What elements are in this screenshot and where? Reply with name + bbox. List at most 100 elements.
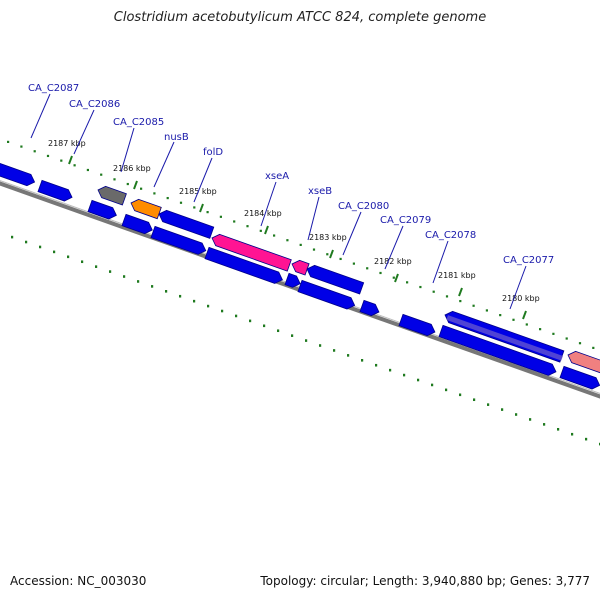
gene-feature	[398, 313, 436, 337]
ring-dot	[137, 280, 140, 283]
ring-dot	[193, 206, 196, 209]
tick-label: 2182 kbp	[374, 257, 412, 266]
ring-dot	[235, 314, 238, 318]
gene-label: CA_C2078	[425, 230, 476, 241]
ring-dot	[179, 294, 182, 298]
gene-label-leader	[384, 225, 404, 270]
gene-feature	[438, 324, 557, 376]
ring-dot	[445, 388, 448, 392]
ring-dot	[219, 215, 222, 218]
ring-dot	[46, 154, 50, 158]
gene-label: CA_C2087	[28, 83, 79, 94]
ring-dot	[113, 178, 116, 181]
ring-dot	[389, 368, 392, 372]
ring-dot	[140, 187, 143, 190]
gene-label-leader	[432, 240, 449, 284]
ring-dot	[472, 304, 475, 307]
gene-label: xseB	[308, 186, 332, 197]
ring-dot	[286, 239, 289, 242]
ring-dot	[193, 299, 196, 303]
map-title: Clostridium acetobutylicum ATCC 824, com…	[113, 10, 487, 25]
ring-dot	[431, 383, 434, 387]
ring-dot	[419, 285, 422, 289]
outer-dotted-ring	[7, 140, 595, 349]
gene-label: CA_C2079	[380, 215, 431, 226]
tick-mark	[394, 273, 399, 283]
tick-mark	[458, 287, 463, 297]
ring-dot	[249, 319, 252, 323]
tick-label: 2183 kbp	[309, 233, 347, 242]
gene-label: CA_C2077	[503, 255, 554, 266]
ring-dot	[73, 164, 76, 167]
tick-label: 2180 kbp	[502, 294, 540, 303]
ring-dot	[459, 299, 462, 303]
gene-label-leader	[120, 127, 135, 173]
ring-dot	[347, 354, 350, 357]
tick-mark	[264, 225, 269, 235]
gene-label: folD	[203, 147, 223, 158]
ring-dot	[20, 145, 23, 148]
ring-dot	[53, 250, 56, 254]
gene-feature	[0, 161, 36, 187]
gene-label: CA_C2086	[69, 99, 120, 110]
gene-label-leader	[509, 265, 527, 310]
ring-dot	[305, 339, 308, 342]
ring-dot	[166, 196, 169, 200]
ring-dot	[565, 337, 568, 340]
ring-dot	[165, 290, 168, 293]
gene-feature	[204, 246, 283, 284]
gene-label-leader	[342, 211, 362, 256]
ring-dot	[221, 309, 224, 313]
gene-overlay	[446, 315, 563, 361]
ring-dot	[525, 323, 528, 326]
ring-dot	[100, 173, 103, 176]
ring-dot	[333, 349, 336, 352]
ring-dot	[543, 423, 546, 426]
ring-dot	[263, 324, 266, 328]
gene-label: CA_C2085	[113, 117, 164, 128]
ring-dot	[445, 295, 449, 298]
tick-mark	[329, 249, 334, 259]
gene-feature	[37, 179, 73, 202]
ring-dot	[319, 344, 322, 347]
ring-dot	[539, 328, 542, 331]
ring-dot	[485, 309, 488, 312]
ring-dot	[206, 211, 209, 214]
ring-dot	[326, 253, 329, 256]
ring-dot	[25, 240, 28, 244]
gene-feature	[291, 259, 310, 276]
ring-dot	[60, 159, 63, 162]
ring-dot	[273, 234, 276, 237]
gene-label-leader	[73, 109, 95, 155]
tick-mark	[199, 203, 204, 213]
ring-dot	[406, 281, 409, 284]
tick-label: 2187 kbp	[48, 139, 86, 148]
ring-dot	[95, 265, 98, 268]
ring-dot	[578, 342, 582, 345]
gene-label-leader	[153, 141, 175, 188]
ring-dot	[207, 304, 210, 308]
ring-dot	[592, 346, 595, 349]
accession-text: Accession: NC_003030	[10, 574, 147, 588]
gene-label-leader	[30, 93, 51, 139]
ring-dot	[153, 192, 156, 195]
genome-summary-text: Topology: circular; Length: 3,940,880 bp…	[260, 574, 590, 588]
gene-feature	[158, 209, 215, 239]
gene-feature	[211, 233, 292, 272]
ring-dot	[109, 270, 112, 273]
ring-dot	[501, 408, 504, 411]
ring-dot	[33, 150, 36, 153]
ring-dot	[67, 255, 70, 259]
tick-label: 2186 kbp	[113, 164, 151, 173]
ring-dot	[246, 225, 249, 228]
ring-dot	[11, 235, 14, 239]
gene-label-leader	[260, 181, 277, 227]
ring-dot	[312, 248, 316, 251]
ring-dot	[277, 329, 280, 333]
ring-dot	[179, 201, 183, 204]
ring-dot	[375, 363, 378, 367]
tick-mark	[522, 310, 527, 320]
ring-dot	[7, 140, 10, 143]
feature-tracks	[0, 161, 600, 390]
